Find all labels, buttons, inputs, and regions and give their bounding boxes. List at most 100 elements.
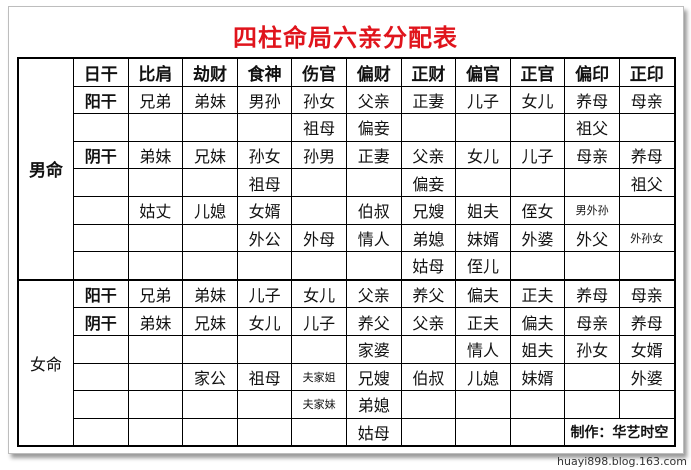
table-cell: 兄弟: [127, 278, 184, 309]
table-cell: 情人: [455, 334, 511, 364]
table-row: 家婆 情人 姐夫 孙女 女婿: [18, 334, 676, 364]
table-cell: [509, 251, 566, 281]
table-cell: [127, 334, 184, 364]
table-cell: 养父: [345, 307, 402, 336]
table-cell: 母亲: [618, 85, 676, 115]
table-cell: 弟妹: [127, 140, 184, 170]
table-cell: [182, 417, 238, 447]
relatives-table: 男命 日干 比肩 劫财 食神 伤官 偏财 正财 偏官 正官 偏印 正印 阳干 兄弟 弟妹 男孙 孙女 父亲 正妻 儿子…: [17, 57, 676, 448]
column-header: 比肩: [127, 57, 184, 87]
table-cell: [127, 168, 184, 197]
table-cell: [564, 362, 620, 392]
table-cell: [509, 390, 566, 419]
table-cell: [236, 390, 293, 419]
table-cell: 正妻: [400, 85, 457, 115]
table-cell: 弟媳: [345, 390, 402, 419]
table-cell: [236, 334, 293, 364]
table-cell: 儿子: [291, 307, 347, 336]
table-cell: 女婿: [236, 195, 293, 225]
table-cell: 儿媳: [182, 195, 238, 225]
table-cell: [509, 168, 566, 197]
table-cell: 儿子: [455, 85, 511, 115]
table-cell: 姐夫: [509, 334, 566, 364]
table-cell: 母亲: [618, 278, 676, 309]
table-cell: [400, 390, 457, 419]
table-cell: [509, 417, 566, 447]
stem-cell: [73, 251, 129, 281]
table-cell: 侄女: [509, 195, 566, 225]
table-cell: [618, 195, 676, 225]
table-cell: 正夫: [509, 278, 566, 309]
table-cell: 夫家姐: [291, 362, 347, 392]
table-cell: [127, 223, 184, 253]
table-row: 祖母 偏妾 祖父: [18, 168, 676, 197]
table-cell: [345, 168, 402, 197]
table-cell: [618, 390, 676, 419]
table-row: 阳干 兄弟 弟妹 男孙 孙女 父亲 正妻 儿子 女儿 养母 母亲: [18, 85, 676, 115]
table-cell: 姑母: [345, 417, 402, 447]
stem-cell: [73, 417, 129, 447]
table-cell: [182, 168, 238, 197]
column-header: 正官: [509, 57, 566, 87]
table-cell: [455, 113, 511, 142]
table-cell: 妹婿: [455, 223, 511, 253]
stem-cell: 阴干: [73, 307, 129, 336]
table-cell: 男外孙: [564, 195, 620, 225]
table-cell: 孙男: [291, 140, 347, 170]
stem-cell: 阳干: [73, 278, 129, 309]
table-cell: 外母: [291, 223, 347, 253]
table-cell: 偏夫: [455, 278, 511, 309]
table-cell: 祖父: [564, 113, 620, 142]
column-header: 正印: [618, 57, 676, 87]
table-cell: 偏妾: [400, 168, 457, 197]
table-row: 外公 外母 情人 弟媳 妹婿 外婆 外父 外孙女: [18, 223, 676, 253]
table-cell: [400, 417, 457, 447]
table-cell: [127, 362, 184, 392]
table-row: 姑母 侄儿: [18, 251, 676, 281]
table-cell: 兄弟: [127, 85, 184, 115]
table-cell: 外孙女: [618, 223, 676, 253]
table-cell: [127, 417, 184, 447]
table-cell: [182, 334, 238, 364]
table-cell: 男孙: [236, 85, 293, 115]
table-cell: [564, 251, 620, 281]
stem-cell: [73, 195, 129, 225]
table-cell: 女婿: [618, 334, 676, 364]
table-cell: 外公: [236, 223, 293, 253]
table-cell: 女儿: [509, 85, 566, 115]
table-cell: 姑母: [400, 251, 457, 281]
stem-cell: [73, 334, 129, 364]
table-cell: [182, 223, 238, 253]
table-cell: 儿媳: [455, 362, 511, 392]
table-cell: 正夫: [455, 307, 511, 336]
table-cell: 养母: [564, 278, 620, 309]
table-cell: [291, 251, 347, 281]
table-cell: 家公: [182, 362, 238, 392]
table-cell: 祖母: [236, 168, 293, 197]
stem-cell: [73, 113, 129, 142]
column-header: 日干: [73, 57, 129, 87]
table-cell: 姐夫: [455, 195, 511, 225]
table-cell: [182, 113, 238, 142]
page-title: 四柱命局六亲分配表: [233, 24, 458, 52]
table-cell: [455, 390, 511, 419]
table-cell: 孙女: [564, 334, 620, 364]
column-header: 正财: [400, 57, 457, 87]
table-cell: [291, 334, 347, 364]
table-cell: [291, 168, 347, 197]
table-cell: 女儿: [291, 278, 347, 309]
table-cell: 母亲: [564, 307, 620, 336]
table-cell: [291, 195, 347, 225]
table-cell: [127, 113, 184, 142]
table-cell: 母亲: [564, 140, 620, 170]
column-header: 偏财: [345, 57, 402, 87]
table-cell: 养母: [618, 307, 676, 336]
table-row: 姑母 制作：华艺时空: [18, 417, 676, 447]
header-row: 男命 日干 比肩 劫财 食神 伤官 偏财 正财 偏官 正官 偏印 正印: [17, 57, 676, 281]
stem-cell: 阳干: [73, 85, 129, 115]
table-cell: 父亲: [400, 307, 457, 336]
table-cell: 正妻: [345, 140, 402, 170]
table-cell: 兄妹: [182, 307, 238, 336]
table-row: 姑丈 儿媳 女婿 伯叔 兄嫂 姐夫 侄女 男外孙: [18, 195, 676, 225]
